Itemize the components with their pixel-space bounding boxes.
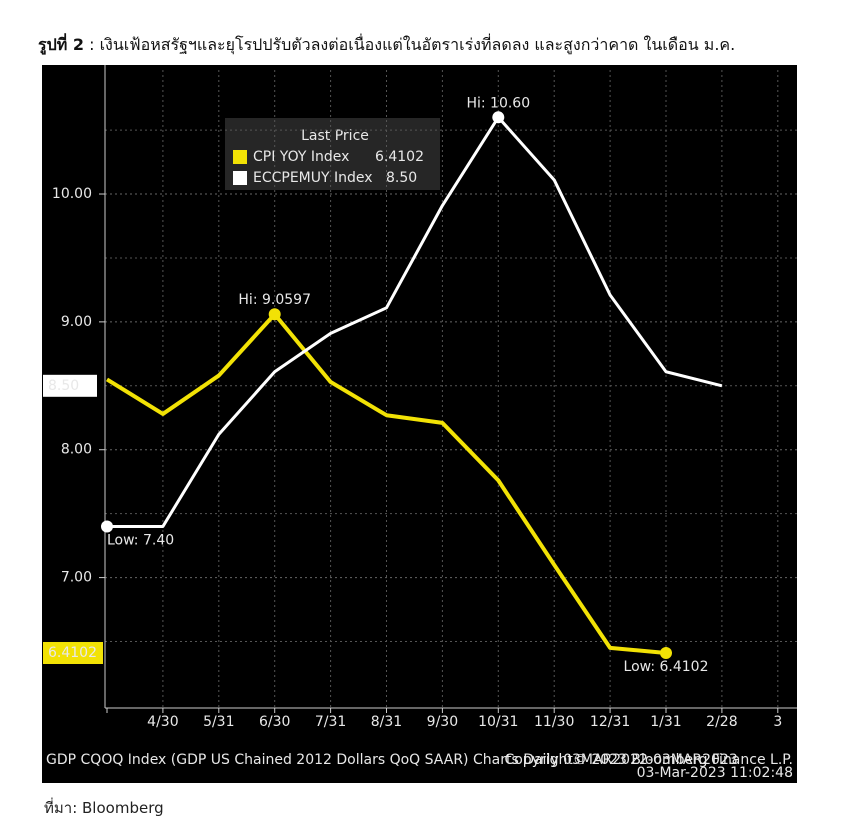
x-tick-label: 1/31 bbox=[650, 714, 681, 730]
series-line bbox=[105, 312, 667, 655]
extreme-label: Low: 6.4102 bbox=[624, 659, 709, 675]
x-tick-label: 3 bbox=[773, 714, 782, 730]
y-tick-label: 10.00 bbox=[52, 186, 92, 202]
caption-label: รูปที่ 2 bbox=[38, 35, 84, 54]
legend-value: 8.50 bbox=[386, 170, 417, 186]
extreme-marker bbox=[660, 646, 672, 659]
x-tick-label: 5/31 bbox=[203, 714, 234, 730]
extreme-marker bbox=[268, 308, 281, 321]
last-value-tag-label: 6.4102 bbox=[48, 645, 97, 661]
chart: Last Price GDP CQOQ Index (GDP US Chaine… bbox=[42, 65, 797, 783]
x-tick-label: 8/31 bbox=[371, 714, 402, 730]
footer-left: GDP CQOQ Index (GDP US Chained 2012 Doll… bbox=[46, 752, 738, 768]
legend-swatch bbox=[233, 150, 247, 164]
caption-text: : เงินเฟ้อหสรัฐฯและยุโรปปรับตัวลงต่อเนื่… bbox=[84, 35, 736, 54]
x-tick-label: 12/31 bbox=[590, 714, 630, 730]
extreme-marker bbox=[101, 520, 113, 533]
extreme-marker bbox=[492, 111, 505, 124]
caption: รูปที่ 2 : เงินเฟ้อหสรัฐฯและยุโรปปรับตัว… bbox=[38, 33, 735, 58]
legend-label: ECCPEMUY Index bbox=[253, 170, 373, 186]
legend-value: 6.4102 bbox=[375, 149, 424, 165]
extreme-label: Hi: 10.60 bbox=[466, 95, 530, 111]
source: ที่มา: Bloomberg bbox=[44, 799, 164, 817]
legend-label: CPI YOY Index bbox=[253, 149, 349, 165]
footer-time: 03-Mar-2023 11:02:48 bbox=[637, 765, 793, 781]
last-value-tag-label: 8.50 bbox=[48, 378, 79, 394]
y-tick-label: 9.00 bbox=[61, 314, 92, 330]
y-tick-label: 8.00 bbox=[61, 442, 92, 458]
last-value-tag bbox=[43, 374, 97, 397]
legend-swatch bbox=[233, 171, 247, 185]
extreme-label: Low: 7.40 bbox=[107, 532, 174, 548]
y-tick-label: 7.00 bbox=[61, 570, 92, 586]
x-tick-label: 10/31 bbox=[478, 714, 518, 730]
series-line bbox=[107, 115, 723, 528]
x-tick-label: 6/30 bbox=[259, 714, 290, 730]
x-tick-label: 7/31 bbox=[315, 714, 346, 730]
x-tick-label: 11/30 bbox=[534, 714, 574, 730]
x-tick-label: 4/30 bbox=[147, 714, 178, 730]
extreme-label: Hi: 9.0597 bbox=[238, 292, 311, 308]
last-value-tag bbox=[43, 641, 103, 664]
footer-right: Copyright© 2023 Bloomberg Finance L.P. bbox=[504, 752, 793, 768]
x-tick-label: 9/30 bbox=[427, 714, 458, 730]
x-tick-label: 2/28 bbox=[706, 714, 737, 730]
legend-title: Last Price bbox=[301, 128, 369, 144]
